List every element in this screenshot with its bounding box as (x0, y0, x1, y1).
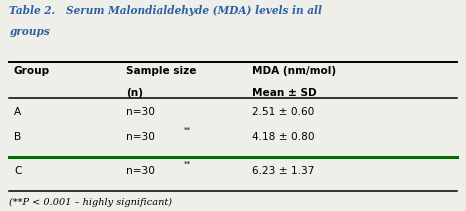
Text: (n): (n) (126, 88, 143, 97)
Text: 2.51 ± 0.60: 2.51 ± 0.60 (252, 107, 314, 116)
Text: MDA (nm/mol): MDA (nm/mol) (252, 66, 336, 76)
Text: 6.23 ± 1.37: 6.23 ± 1.37 (252, 166, 314, 176)
Text: 4.18 ± 0.80: 4.18 ± 0.80 (252, 132, 314, 142)
Text: n=30: n=30 (126, 132, 155, 142)
Text: **: ** (184, 160, 192, 166)
Text: Group: Group (14, 66, 50, 76)
Text: B: B (14, 132, 21, 142)
Text: groups: groups (9, 26, 50, 37)
Text: Mean ± SD: Mean ± SD (252, 88, 316, 97)
Text: Table 2.   Serum Malondialdehyde (MDA) levels in all: Table 2. Serum Malondialdehyde (MDA) lev… (9, 5, 322, 16)
Text: A: A (14, 107, 21, 116)
Text: Sample size: Sample size (126, 66, 196, 76)
Text: n=30: n=30 (126, 166, 155, 176)
Text: C: C (14, 166, 21, 176)
Text: **: ** (184, 127, 192, 133)
Text: (**P < 0.001 – highly significant): (**P < 0.001 – highly significant) (9, 198, 172, 207)
Text: n=30: n=30 (126, 107, 155, 116)
